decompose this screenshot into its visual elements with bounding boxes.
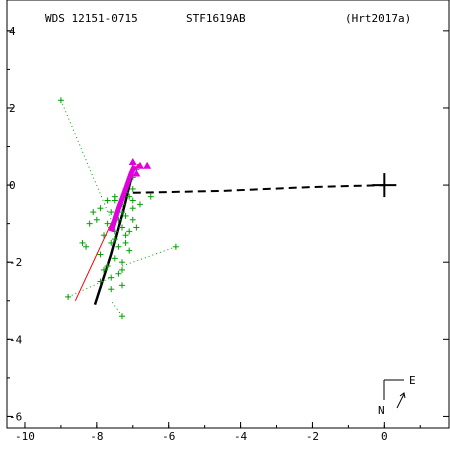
axis-ticks: -10 -8 -6 -4 -2 0 4 2 0 -2 -4 -6 xyxy=(7,25,449,443)
measure-point xyxy=(104,263,111,270)
y-tick-label: -2 xyxy=(9,256,22,269)
residual-line xyxy=(121,246,177,267)
measure-point xyxy=(118,313,125,320)
y-tick-label: -4 xyxy=(9,333,23,346)
measure-point xyxy=(118,266,125,273)
x-tick-label: -6 xyxy=(162,430,175,443)
residual-lines xyxy=(60,100,177,317)
measure-point xyxy=(133,224,140,231)
compass-north-label: N xyxy=(378,404,385,417)
measure-point xyxy=(136,201,143,208)
measure-point xyxy=(104,220,111,227)
motion-arrow-icon xyxy=(396,393,405,409)
measure-point xyxy=(115,270,122,277)
line-of-nodes xyxy=(132,184,385,194)
x-tick-label: -4 xyxy=(234,430,248,443)
x-tick-label: -8 xyxy=(90,430,103,443)
x-tick-label: -2 xyxy=(306,430,319,443)
y-tick-label: 0 xyxy=(9,179,16,192)
measure-point xyxy=(83,243,90,250)
measure-point xyxy=(122,212,129,219)
measure-point xyxy=(57,97,64,104)
residual-line xyxy=(110,300,123,317)
measure-point xyxy=(129,216,136,223)
recent-measure-triangle xyxy=(128,157,137,165)
y-tick-label: 2 xyxy=(9,102,16,115)
measure-points xyxy=(57,97,179,320)
residual-line xyxy=(67,277,112,298)
measure-point xyxy=(115,243,122,250)
measure-point xyxy=(90,209,97,216)
measure-point xyxy=(111,193,118,200)
residual-line xyxy=(60,100,112,220)
measure-point xyxy=(79,239,86,246)
measure-point xyxy=(147,193,154,200)
measure-point xyxy=(129,197,136,204)
measure-point xyxy=(118,224,125,231)
measure-point xyxy=(118,209,125,216)
recent-measure-triangle xyxy=(135,161,144,169)
measure-point xyxy=(108,239,115,246)
measure-point xyxy=(101,232,108,239)
compass: E N xyxy=(378,374,416,417)
measure-point xyxy=(111,236,118,243)
measure-point xyxy=(93,216,100,223)
recent-measure-triangle xyxy=(143,161,152,169)
x-tick-label: -10 xyxy=(15,430,35,443)
measure-point xyxy=(97,251,104,258)
measure-point xyxy=(126,247,133,254)
measure-point xyxy=(126,193,133,200)
measure-point xyxy=(104,197,111,204)
measure-point xyxy=(111,255,118,262)
measure-point xyxy=(108,286,115,293)
measure-point xyxy=(122,239,129,246)
measure-point xyxy=(97,278,104,285)
measure-point xyxy=(129,185,136,192)
measure-point xyxy=(108,274,115,281)
recent-arc xyxy=(108,164,137,233)
measure-point xyxy=(97,205,104,212)
compass-east-label: E xyxy=(409,374,416,387)
y-tick-label: 4 xyxy=(9,25,16,38)
discoverer-label: STF1619AB xyxy=(186,12,246,25)
measure-point xyxy=(122,232,129,239)
measure-point xyxy=(172,243,179,250)
measure-point xyxy=(108,209,115,216)
measure-point xyxy=(101,266,108,273)
y-tick-label: -6 xyxy=(9,410,22,423)
wds-label: WDS 12151-0715 xyxy=(45,12,138,25)
recent-measure-triangle xyxy=(132,169,141,177)
orbit-ref-label: (Hrt2017a) xyxy=(345,12,411,25)
primary-star-marker xyxy=(372,173,397,198)
measure-point xyxy=(126,228,133,235)
measure-point xyxy=(118,259,125,266)
measure-point xyxy=(65,293,72,300)
x-tick-label: 0 xyxy=(381,430,388,443)
node-line xyxy=(132,184,385,194)
plot-frame xyxy=(6,0,450,429)
recent-measures xyxy=(108,157,152,233)
measure-point xyxy=(86,220,93,227)
measure-point xyxy=(129,205,136,212)
measure-point xyxy=(118,282,125,289)
